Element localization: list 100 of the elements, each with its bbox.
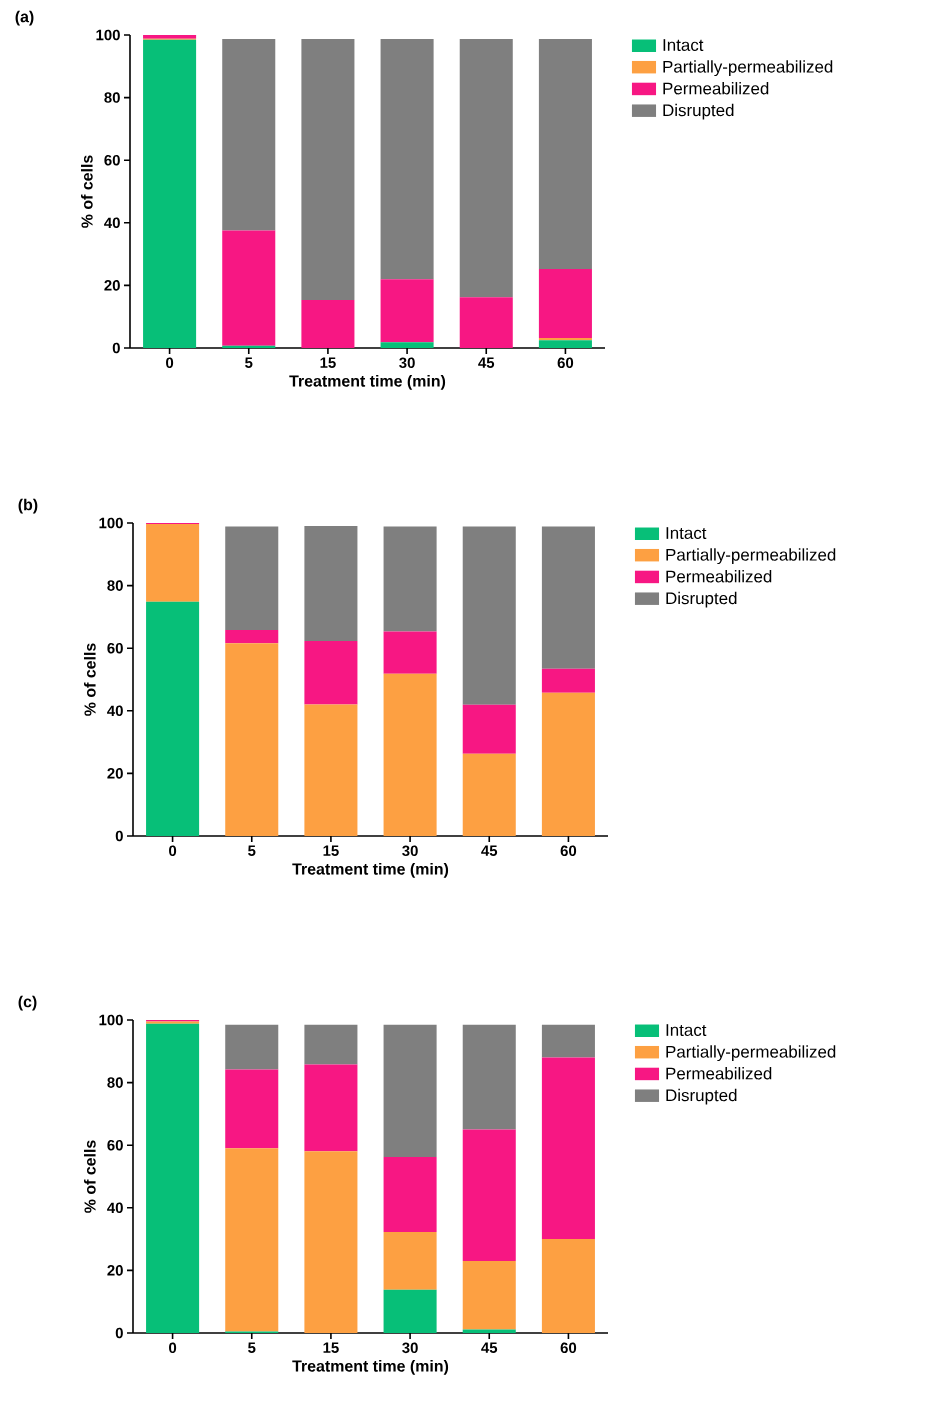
x-tick-label: 60	[557, 357, 574, 369]
bar	[222, 345, 276, 348]
bar	[304, 1064, 358, 1152]
x-tick-label: 30	[399, 357, 415, 369]
y-tick-label: 100	[99, 517, 123, 529]
x-tick-label: 15	[323, 1342, 339, 1353]
x-tick-label: 60	[560, 1342, 577, 1354]
x-axis-title: Treatment time (min)	[292, 1359, 449, 1375]
bar	[225, 643, 279, 836]
bar	[304, 1151, 358, 1333]
x-tick-label: 5	[245, 357, 253, 368]
bar	[301, 300, 355, 348]
legend-label: Intact	[666, 527, 707, 539]
bar	[462, 753, 516, 836]
bar	[538, 337, 592, 341]
bar	[304, 1024, 358, 1065]
bar	[383, 526, 437, 632]
bar	[146, 1023, 200, 1333]
y-tick-label: 40	[107, 1202, 123, 1214]
y-tick-label: 60	[107, 642, 123, 654]
bar	[538, 340, 592, 348]
bar	[304, 526, 358, 641]
y-tick-label: 60	[104, 154, 120, 166]
legend-label: Intact	[663, 39, 704, 51]
bar	[383, 631, 437, 674]
bar	[146, 523, 200, 602]
bar	[541, 668, 595, 693]
bar	[538, 269, 592, 338]
x-tick-label: 45	[481, 1342, 498, 1353]
y-tick-label: 0	[115, 1327, 123, 1339]
legend-label: Permeabilized	[666, 1067, 772, 1080]
y-tick-label: 20	[107, 1265, 123, 1276]
bar	[380, 279, 434, 343]
y-tick-label: 40	[104, 217, 120, 229]
bar	[541, 1024, 595, 1058]
x-tick-label: 0	[169, 1342, 177, 1354]
bar	[462, 526, 516, 705]
x-tick-label: 45	[481, 845, 498, 856]
x-axis-title: Treatment time (min)	[292, 862, 449, 878]
legend-label: Disrupted	[666, 1088, 737, 1105]
bar	[380, 39, 434, 280]
bar	[462, 1261, 516, 1330]
x-tick-label: 0	[166, 357, 174, 369]
bar	[541, 526, 595, 669]
bar	[146, 601, 200, 836]
y-tick-label: 40	[107, 705, 123, 717]
bar	[304, 704, 358, 836]
y-tick-label: 60	[107, 1139, 123, 1151]
legend-label: Disrupted	[663, 103, 734, 120]
bar	[383, 673, 437, 836]
y-tick-label: 20	[107, 768, 123, 779]
bar	[383, 1157, 437, 1232]
bar	[383, 1231, 437, 1290]
y-tick-label: 0	[115, 830, 123, 842]
bar	[225, 630, 279, 644]
legend-label: Disrupted	[666, 591, 737, 608]
x-tick-label: 5	[248, 845, 256, 856]
bar	[225, 1148, 279, 1332]
bar	[541, 1239, 595, 1333]
x-tick-label: 0	[169, 845, 177, 857]
legend-label: Intact	[666, 1024, 707, 1037]
y-tick-label: 0	[112, 342, 120, 354]
bar	[383, 1289, 437, 1333]
y-tick-label: 100	[99, 1014, 123, 1026]
y-tick-label: 20	[104, 280, 120, 291]
x-tick-label: 60	[560, 845, 577, 857]
bar	[225, 1069, 279, 1149]
bar	[541, 692, 595, 836]
chart-title: (a)	[15, 10, 34, 26]
bar	[304, 640, 358, 705]
x-tick-label: 5	[248, 1342, 256, 1353]
x-tick-label: 15	[320, 357, 336, 368]
bar	[225, 1024, 279, 1070]
y-tick-label: 80	[107, 580, 123, 591]
bar	[143, 34, 197, 39]
y-tick-label: 80	[107, 1077, 123, 1088]
x-tick-label: 15	[323, 845, 339, 856]
y-axis-title: % of cells	[81, 155, 93, 228]
bar	[143, 39, 197, 348]
y-axis-title: % of cells	[84, 643, 96, 716]
x-axis-title: Treatment time (min)	[289, 374, 446, 390]
x-tick-label: 30	[402, 845, 418, 857]
bar	[541, 1057, 595, 1240]
y-axis-title: % of cells	[84, 1140, 96, 1213]
bar	[462, 704, 516, 754]
bar	[222, 39, 276, 231]
x-tick-label: 30	[402, 1342, 418, 1354]
bar	[538, 39, 592, 270]
x-tick-label: 45	[478, 357, 495, 368]
bar	[462, 1129, 516, 1262]
y-tick-label: 80	[104, 92, 120, 103]
bar	[301, 39, 355, 301]
bar	[462, 1024, 516, 1130]
bar	[380, 342, 434, 348]
bar	[459, 297, 513, 348]
y-tick-label: 100	[96, 29, 120, 41]
bar	[222, 230, 276, 346]
bar	[459, 39, 513, 298]
chart-title: (c)	[18, 995, 37, 1011]
bar	[225, 526, 279, 631]
